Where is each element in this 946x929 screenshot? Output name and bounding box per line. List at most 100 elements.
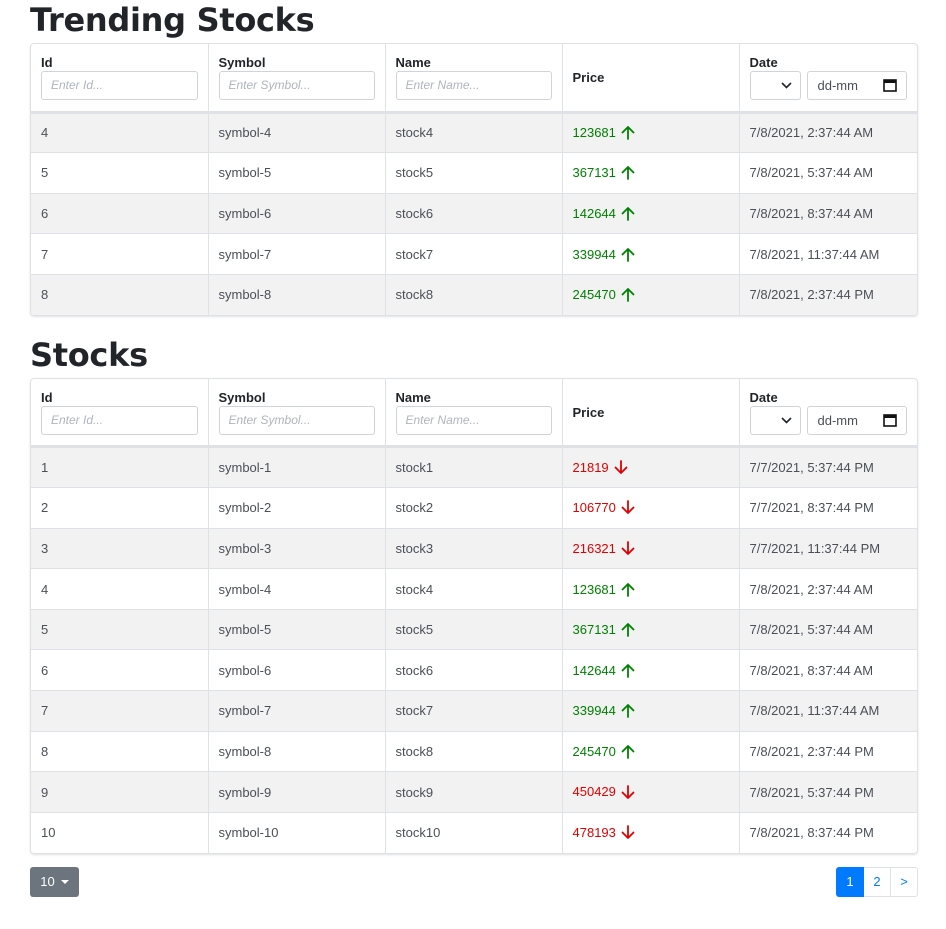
date-filter-input[interactable]: dd-mm xyxy=(806,405,907,435)
next-page-button[interactable]: > xyxy=(890,866,918,897)
cell-name: stock6 xyxy=(385,193,563,235)
table-row: 6 symbol-6 stock6 142644 7/8/2021, 8:37:44 A… xyxy=(31,649,917,692)
column-label-symbol: Symbol xyxy=(218,54,266,70)
chevron-down-icon xyxy=(780,82,792,89)
cell-price: 478193 xyxy=(562,812,740,853)
cell-name: stock4 xyxy=(385,568,563,610)
cell-date: 7/8/2021, 2:37:44 AM xyxy=(739,112,917,154)
id-filter-input[interactable] xyxy=(41,70,198,100)
cell-price: 142644 xyxy=(562,649,740,692)
table-row: 7 symbol-7 stock7 339944 7/8/2021, 11:37:44 … xyxy=(31,690,917,732)
column-header-id: Id xyxy=(31,378,209,449)
cell-symbol: symbol-6 xyxy=(208,649,386,692)
cell-name: stock9 xyxy=(385,771,563,813)
column-label-id: Id xyxy=(41,389,53,405)
cell-id: 6 xyxy=(31,649,209,692)
symbol-filter-input[interactable] xyxy=(218,405,375,435)
cell-id: 3 xyxy=(31,528,209,570)
calendar-icon[interactable] xyxy=(882,413,897,428)
arrow-up-icon xyxy=(621,663,635,678)
cell-date: 7/8/2021, 5:37:44 AM xyxy=(739,152,917,194)
caret-down-icon xyxy=(60,879,69,884)
column-header-price[interactable]: Price xyxy=(562,378,740,449)
date-comparator-select[interactable] xyxy=(749,70,801,100)
cell-name: stock5 xyxy=(385,609,563,651)
pagination: 1 2 > xyxy=(836,866,918,897)
price-value: 245470 xyxy=(572,743,616,759)
stocks-table: Id Symbol Name Price Date xyxy=(30,377,918,854)
symbol-filter-input[interactable] xyxy=(218,70,375,100)
column-header-symbol: Symbol xyxy=(208,44,386,114)
arrow-down-icon xyxy=(614,460,628,475)
price-value: 123681 xyxy=(572,581,616,597)
cell-date: 7/7/2021, 5:37:44 PM xyxy=(739,446,917,489)
cell-symbol: symbol-10 xyxy=(208,812,386,853)
cell-price: 106770 xyxy=(562,487,740,529)
column-header-price[interactable]: Price xyxy=(562,44,740,114)
arrow-up-icon xyxy=(621,623,635,638)
cell-symbol: symbol-2 xyxy=(208,487,386,529)
cell-price: 123681 xyxy=(562,112,740,154)
cell-price: 245470 xyxy=(562,731,740,773)
cell-id: 7 xyxy=(31,690,209,732)
cell-date: 7/8/2021, 11:37:44 AM xyxy=(739,690,917,732)
cell-price: 339944 xyxy=(562,233,740,275)
arrow-down-icon xyxy=(621,784,635,799)
calendar-icon[interactable] xyxy=(882,78,897,93)
cell-id: 8 xyxy=(31,731,209,773)
cell-date: 7/8/2021, 5:37:44 AM xyxy=(739,609,917,651)
cell-id: 5 xyxy=(31,609,209,651)
cell-symbol: symbol-4 xyxy=(208,568,386,610)
name-filter-input[interactable] xyxy=(395,405,552,435)
cell-symbol: symbol-4 xyxy=(208,112,386,154)
stocks-table-header: Id Symbol Name Price Date xyxy=(31,378,917,449)
cell-date: 7/7/2021, 8:37:44 PM xyxy=(739,487,917,529)
page-button-2[interactable]: 2 xyxy=(863,866,891,897)
table-row: 2 symbol-2 stock2 106770 7/7/2021, 8:37:44 P… xyxy=(31,487,917,529)
cell-price: 367131 xyxy=(562,609,740,651)
arrow-down-icon xyxy=(621,541,635,555)
name-filter-input[interactable] xyxy=(395,70,552,100)
cell-symbol: symbol-9 xyxy=(208,771,386,813)
page-size-dropdown-button[interactable]: 10 xyxy=(30,866,79,897)
cell-price: 21819 xyxy=(562,446,740,489)
cell-name: stock5 xyxy=(385,152,563,194)
cell-name: stock3 xyxy=(385,528,563,570)
arrow-up-icon xyxy=(621,745,635,759)
trending-title: Trending Stocks xyxy=(30,1,315,39)
price-value: 245470 xyxy=(572,287,616,303)
table-row: 1 symbol-1 stock1 21819 7/7/2021, 5:37:44 PM xyxy=(31,446,917,489)
column-header-date: Date dd-mm xyxy=(739,44,917,114)
cell-id: 6 xyxy=(31,193,209,235)
column-header-name: Name xyxy=(385,378,563,449)
cell-name: stock4 xyxy=(385,112,563,154)
column-label-id: Id xyxy=(41,54,53,70)
price-value: 339944 xyxy=(572,703,616,719)
cell-id: 10 xyxy=(31,812,209,853)
column-header-name: Name xyxy=(385,44,563,114)
page-container: Trending Stocks Id Symbol Name xyxy=(30,0,918,907)
cell-date: 7/8/2021, 8:37:44 AM xyxy=(739,193,917,235)
cell-symbol: symbol-7 xyxy=(208,233,386,275)
arrow-up-icon xyxy=(621,582,635,597)
price-value: 216321 xyxy=(572,540,616,556)
date-input-text: dd-mm xyxy=(817,77,858,93)
cell-symbol: symbol-3 xyxy=(208,528,386,570)
table-row: 5 symbol-5 stock5 367131 7/8/2021, 5:37:44 A… xyxy=(31,609,917,651)
cell-name: stock8 xyxy=(385,731,563,773)
table-row: 5 symbol-5 stock5 367131 7/8/2021, 5:37:44 A… xyxy=(31,152,917,194)
cell-id: 5 xyxy=(31,152,209,194)
price-value: 367131 xyxy=(572,622,616,638)
date-filter-input[interactable]: dd-mm xyxy=(806,70,907,100)
table-row: 4 symbol-4 stock4 123681 7/8/2021, 2:37:44 A… xyxy=(31,568,917,610)
cell-symbol: symbol-6 xyxy=(208,193,386,235)
price-value: 478193 xyxy=(572,825,616,841)
trending-table-body: 4 symbol-4 stock4 123681 7/8/2021, 2:37:44 A… xyxy=(31,112,917,315)
stocks-title: Stocks xyxy=(30,335,148,374)
arrow-up-icon xyxy=(621,288,635,303)
cell-id: 2 xyxy=(31,487,209,529)
cell-name: stock6 xyxy=(385,649,563,692)
date-comparator-select[interactable] xyxy=(749,405,801,435)
page-button-1[interactable]: 1 xyxy=(836,866,864,897)
id-filter-input[interactable] xyxy=(41,405,198,435)
